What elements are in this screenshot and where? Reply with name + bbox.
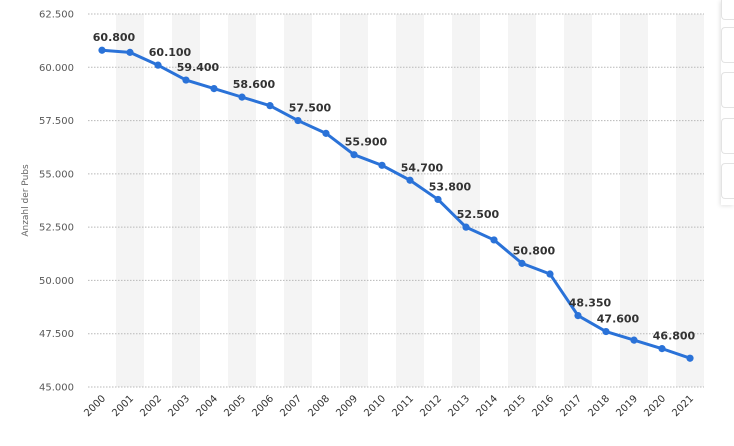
data-point — [98, 46, 106, 54]
data-point — [154, 61, 162, 69]
x-tick-label: 2015 — [502, 393, 528, 419]
x-tick-label: 2018 — [586, 393, 612, 419]
x-tick-label: 2005 — [222, 393, 248, 419]
y-tick-label: 55.000 — [39, 169, 74, 180]
data-point — [490, 236, 498, 244]
x-tick-label: 2003 — [166, 393, 192, 419]
data-label: 59.400 — [177, 61, 220, 74]
column-band — [508, 14, 536, 387]
x-tick-label: 2021 — [670, 393, 696, 419]
data-point — [658, 345, 666, 353]
data-point — [322, 129, 330, 137]
data-label: 47.600 — [597, 313, 640, 326]
data-label: 57.500 — [289, 102, 332, 115]
data-label: 55.900 — [345, 136, 388, 149]
data-point — [210, 85, 218, 93]
chart-toolbar-panel — [721, 0, 734, 205]
y-tick-label: 50.000 — [39, 276, 74, 287]
data-point — [266, 102, 274, 110]
x-tick-label: 2010 — [362, 393, 388, 419]
data-point — [406, 176, 414, 184]
x-tick-label: 2006 — [250, 393, 276, 419]
x-tick-label: 2000 — [82, 393, 108, 419]
data-label: 54.700 — [401, 161, 444, 174]
gridlines: 45.000 47.500 50.000 52.500 55.000 57.500 60.0… — [39, 10, 704, 394]
data-points — [98, 46, 694, 362]
column-band — [396, 14, 424, 387]
toolbar-button[interactable] — [721, 163, 734, 199]
y-tick-label: 62.500 — [39, 10, 74, 21]
x-tick-label: 2013 — [446, 393, 472, 419]
column-band — [340, 14, 368, 387]
x-tick-label: 2007 — [278, 393, 304, 419]
data-point — [126, 48, 134, 56]
data-point — [294, 116, 302, 125]
y-axis-label: Anzahl der Pubs — [21, 164, 31, 237]
data-point — [378, 161, 386, 169]
column-band — [620, 14, 648, 387]
x-tick-label: 2008 — [306, 393, 332, 419]
data-label: 52.500 — [457, 208, 500, 221]
x-tick-label: 2014 — [474, 393, 500, 419]
data-point — [238, 93, 246, 101]
y-tick-label: 57.500 — [39, 116, 74, 127]
x-tick-label: 2019 — [614, 393, 640, 419]
column-band — [564, 14, 592, 387]
x-tick-label: 2012 — [418, 393, 444, 419]
data-label: 50.800 — [513, 244, 556, 257]
x-tick-label: 2002 — [138, 393, 164, 419]
x-tick-label: 2004 — [194, 393, 220, 419]
x-tick-label: 2011 — [390, 393, 416, 419]
data-label: 60.100 — [149, 46, 192, 59]
data-point — [350, 151, 358, 159]
data-point — [434, 195, 442, 204]
data-point — [574, 311, 582, 320]
data-label: 58.600 — [233, 78, 276, 91]
toolbar-button[interactable] — [721, 27, 734, 63]
toolbar-button[interactable] — [721, 72, 734, 108]
x-tick-label: 2017 — [558, 393, 584, 419]
data-point — [686, 354, 694, 362]
data-labels: 60.800 60.100 59.400 58.600 57.500 55.900 54.7… — [93, 31, 696, 342]
x-tick-label: 2016 — [530, 393, 556, 419]
data-point — [602, 327, 610, 336]
y-tick-label: 60.000 — [39, 63, 74, 74]
toolbar-button[interactable] — [721, 0, 734, 20]
x-tick-label: 2009 — [334, 393, 360, 419]
data-point — [182, 76, 190, 84]
data-point — [546, 270, 554, 278]
column-band — [452, 14, 480, 387]
data-label: 46.800 — [653, 330, 696, 343]
data-point — [518, 259, 526, 267]
x-tick-label: 2001 — [110, 393, 136, 419]
data-point — [462, 223, 470, 231]
series-line — [100, 48, 692, 360]
toolbar-button[interactable] — [721, 118, 734, 154]
y-tick-label: 47.500 — [39, 329, 74, 340]
x-tick-label: 2020 — [642, 393, 668, 419]
y-tick-label: 52.500 — [39, 223, 74, 234]
data-label: 48.350 — [569, 297, 612, 310]
column-band — [116, 14, 144, 387]
data-label: 60.800 — [93, 31, 136, 44]
y-tick-label: 45.000 — [39, 383, 74, 394]
background-bands — [116, 14, 704, 387]
column-band — [284, 14, 312, 387]
column-band — [228, 14, 256, 387]
column-band — [676, 14, 704, 387]
data-point — [630, 336, 638, 344]
data-label: 53.800 — [429, 180, 472, 193]
x-axis: 2000 2001 2002 2003 2004 2005 2006 2007 2008 2009… — [82, 393, 696, 419]
